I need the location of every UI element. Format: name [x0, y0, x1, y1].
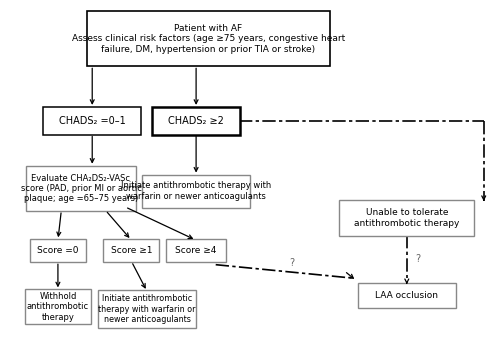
- FancyBboxPatch shape: [152, 107, 240, 135]
- FancyBboxPatch shape: [43, 107, 142, 135]
- Text: Initiate antithrombotic therapy with
warfarin or newer anticoagulants: Initiate antithrombotic therapy with war…: [121, 181, 271, 201]
- Text: Patient with AF
Assess clinical risk factors (age ≥75 years, congestive heart
fa: Patient with AF Assess clinical risk fac…: [72, 24, 345, 53]
- Text: Score ≥1: Score ≥1: [110, 246, 152, 255]
- Text: Score =0: Score =0: [37, 246, 78, 255]
- FancyBboxPatch shape: [26, 166, 136, 211]
- Text: Evaluate CHA₂DS₂-VASc
score (PAD, prior MI or aortic
plaque; age =65–75 years): Evaluate CHA₂DS₂-VASc score (PAD, prior …: [20, 173, 142, 203]
- FancyBboxPatch shape: [98, 290, 196, 328]
- Text: Initiate antithrombotic
therapy with warfarin or
newer anticoagulants: Initiate antithrombotic therapy with war…: [98, 294, 196, 324]
- FancyBboxPatch shape: [87, 11, 330, 66]
- FancyBboxPatch shape: [142, 174, 250, 208]
- FancyBboxPatch shape: [104, 239, 160, 262]
- Text: CHADS₂ =0–1: CHADS₂ =0–1: [59, 116, 126, 126]
- Text: ?: ?: [290, 258, 295, 268]
- Text: Score ≥4: Score ≥4: [176, 246, 217, 255]
- Text: LAA occlusion: LAA occlusion: [376, 291, 438, 300]
- Text: CHADS₂ ≥2: CHADS₂ ≥2: [168, 116, 224, 126]
- Text: Withhold
antithrombotic
therapy: Withhold antithrombotic therapy: [27, 292, 89, 321]
- FancyBboxPatch shape: [358, 283, 456, 308]
- Text: Unable to tolerate
antithrombotic therapy: Unable to tolerate antithrombotic therap…: [354, 208, 460, 228]
- FancyBboxPatch shape: [30, 239, 86, 262]
- FancyBboxPatch shape: [339, 200, 474, 236]
- FancyBboxPatch shape: [166, 239, 226, 262]
- FancyBboxPatch shape: [24, 289, 91, 324]
- Text: ?: ?: [416, 254, 420, 264]
